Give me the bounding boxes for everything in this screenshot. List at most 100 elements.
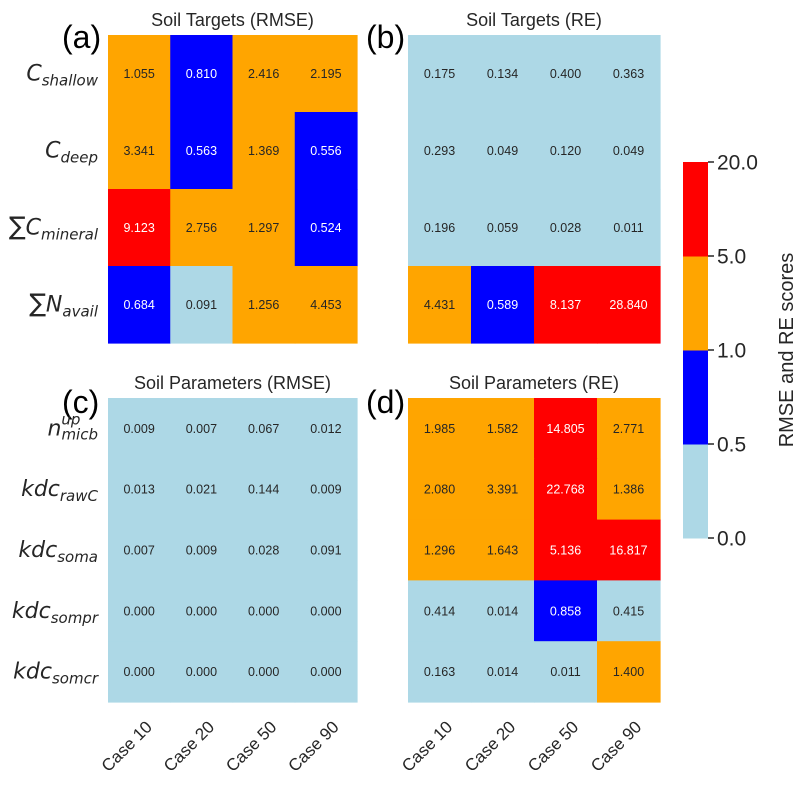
cell-value-label: 0.144 (248, 483, 279, 497)
colorbar-tick-label: 1.0 (717, 340, 746, 363)
cell-value-label: 0.858 (550, 604, 581, 618)
heatmap-cell (534, 189, 598, 267)
row-label: kdcsoma (18, 538, 98, 566)
cell-value-label: 14.805 (546, 422, 584, 436)
cell-value-label: 1.297 (248, 221, 279, 235)
row-label: kdcrawC (21, 477, 98, 505)
cell-value-label: 0.028 (248, 544, 279, 558)
cell-value-label: 0.009 (123, 422, 154, 436)
x-tick-label: Case 90 (587, 717, 645, 775)
heatmap-cell (170, 189, 234, 267)
x-tick-label: Case 20 (461, 717, 519, 775)
cell-value-label: 0.007 (186, 422, 217, 436)
cell-value-label: 0.014 (487, 665, 518, 679)
colorbar-segment (683, 350, 708, 445)
cell-value-label: 1.055 (123, 67, 154, 81)
heatmap-cell (108, 266, 171, 344)
colorbar-segment (683, 256, 708, 351)
cell-value-label: 1.369 (248, 144, 279, 158)
cell-value-label: 1.400 (613, 665, 644, 679)
colorbar-segment (683, 162, 708, 257)
cell-value-label: 0.091 (310, 544, 341, 558)
cell-value-label: 9.123 (123, 221, 154, 235)
cell-value-label: 2.771 (613, 422, 644, 436)
heatmap-cell (534, 519, 598, 581)
cell-value-label: 22.768 (546, 483, 584, 497)
cell-value-label: 0.563 (186, 144, 217, 158)
heatmap-cell (294, 641, 358, 703)
cell-value-label: 0.091 (186, 298, 217, 312)
heatmap-cell (170, 398, 234, 460)
heatmap-cell (597, 519, 661, 581)
cell-value-label: 0.293 (424, 144, 455, 158)
cell-value-label: 0.000 (123, 604, 154, 618)
heatmap-panel-2: Soil Targets (RE) (b) 0.175 0.134 0.400 0.363… (366, 10, 661, 344)
heatmap-cell (471, 35, 535, 113)
heatmap-cell (232, 519, 296, 581)
cell-value-label: 8.137 (550, 298, 581, 312)
cell-value-label: 0.028 (550, 221, 581, 235)
heatmap-cell (597, 35, 661, 113)
heatmap-cell (408, 519, 472, 581)
heatmap-cell (294, 189, 358, 267)
heatmap-cell (408, 458, 472, 521)
cell-value-label: 0.009 (186, 544, 217, 558)
cell-value-label: 0.556 (310, 144, 341, 158)
cell-value-label: 0.163 (424, 665, 455, 679)
heatmap-cell (294, 35, 358, 113)
heatmap-cell (534, 641, 598, 703)
cell-value-label: 0.000 (248, 604, 279, 618)
cell-value-label: 1.296 (424, 544, 455, 558)
panel-letter: (c) (62, 384, 99, 420)
heatmap-cell (294, 580, 358, 642)
panel-title: Soil Targets (RMSE) (151, 10, 314, 30)
heatmap-cell (597, 112, 661, 190)
row-label: kdcsompr (12, 599, 99, 627)
heatmap-cell (471, 398, 535, 460)
x-tick-label: Case 10 (98, 717, 156, 775)
cell-value-label: 3.341 (123, 144, 154, 158)
x-tick-label: Case 10 (398, 717, 456, 775)
cell-value-label: 0.011 (613, 221, 643, 235)
cell-value-label: 0.000 (186, 604, 217, 618)
cell-value-label: 1.582 (487, 422, 518, 436)
heatmap-cell (108, 35, 171, 113)
heatmap-cell (534, 35, 598, 113)
colorbar-tick-label: 20.0 (717, 152, 758, 175)
heatmap-cell (471, 519, 535, 581)
cell-value-label: 0.007 (123, 544, 154, 558)
heatmap-cell (108, 189, 171, 267)
cell-value-label: 0.013 (123, 483, 154, 497)
cell-value-label: 1.643 (487, 544, 518, 558)
heatmap-cell (408, 35, 472, 113)
heatmap-cell (471, 580, 535, 642)
heatmap-cell (534, 398, 598, 460)
heatmap-cell (170, 580, 234, 642)
cell-value-label: 28.840 (609, 298, 647, 312)
heatmap-panel-3: Soil Parameters (RMSE) (c) 0.009 0.007 0.067… (12, 373, 358, 776)
heatmap-cell (170, 266, 234, 344)
heatmap-cell (471, 266, 535, 344)
colorbar-label: RMSE and RE scores (776, 253, 798, 448)
heatmap-panel-4: Soil Parameters (RE) (d) 1.985 1.582 14.805 2… (366, 373, 661, 776)
row-label: Cshallow (26, 62, 98, 90)
x-tick-label: Case 50 (222, 717, 280, 775)
heatmap-cell (408, 398, 472, 460)
heatmap-cell (408, 580, 472, 642)
colorbar-tick-label: 0.5 (717, 434, 746, 457)
cell-value-label: 0.014 (487, 604, 518, 618)
cell-value-label: 0.012 (310, 422, 341, 436)
cell-value-label: 0.000 (186, 665, 217, 679)
cell-value-label: 0.049 (613, 144, 644, 158)
heatmap-cell (471, 458, 535, 521)
cell-value-label: 0.363 (613, 67, 644, 81)
cell-value-label: 1.985 (424, 422, 455, 436)
heatmap-panels: Soil Targets (RMSE) (a) 1.055 0.810 2.416 2.1… (9, 10, 661, 776)
x-tick-label: Case 50 (524, 717, 582, 775)
cell-value-label: 0.059 (487, 221, 518, 235)
heatmap-cell (294, 458, 358, 521)
panel-letter: (a) (62, 19, 101, 55)
cell-value-label: 0.000 (123, 665, 154, 679)
panel-title: Soil Targets (RE) (466, 10, 602, 30)
